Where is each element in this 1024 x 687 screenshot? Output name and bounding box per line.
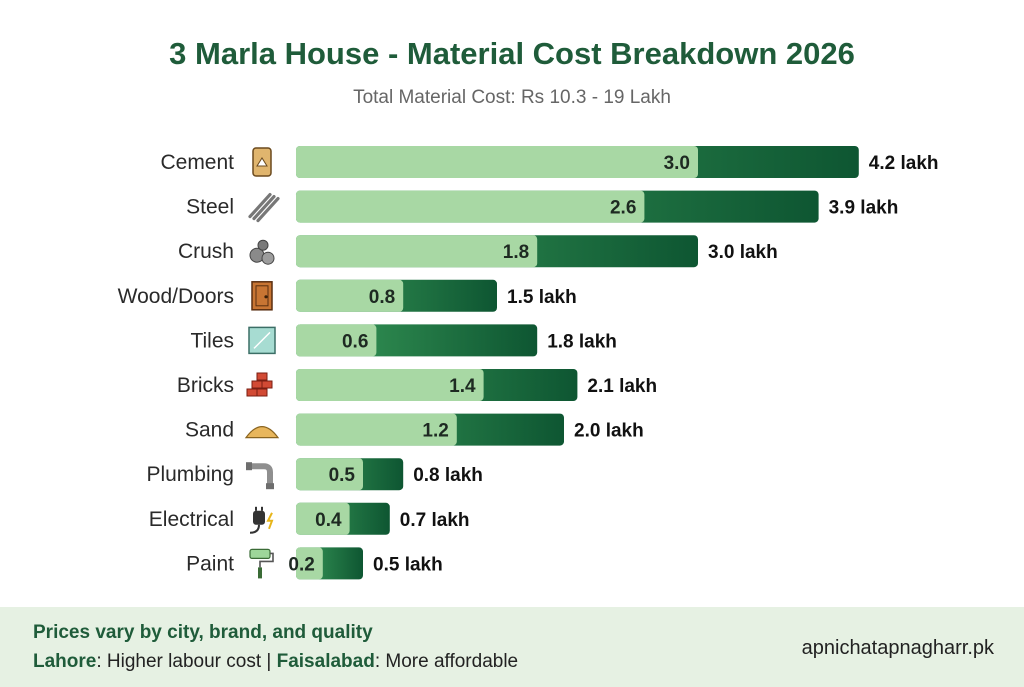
high-value-label: 0.7 lakh [400, 510, 470, 531]
bricks-icon [246, 372, 273, 397]
bar-row: Plumbing 0.5 0.8 lakh [146, 458, 483, 491]
bar-low [296, 235, 538, 268]
bar-low [296, 547, 323, 580]
steel-rods-icon [248, 193, 280, 223]
high-value-label: 1.8 lakh [547, 331, 617, 352]
bar-row: Paint 0.2 0.5 lakh [186, 547, 443, 580]
high-value-label: 0.5 lakh [373, 554, 443, 575]
bar-row: Electrical 0.4 0.7 lakh [149, 502, 470, 535]
high-value-label: 3.9 lakh [829, 198, 899, 219]
category-label: Plumbing [146, 463, 234, 486]
category-label: Paint [186, 552, 234, 575]
bar-row: Steel 2.6 3.9 lakh [186, 190, 899, 223]
chart-title: 3 Marla House - Material Cost Breakdown … [169, 36, 855, 71]
low-value-label: 1.2 [422, 421, 448, 442]
footer-note: Prices vary by city, brand, and quality [33, 622, 373, 643]
high-value-label: 1.5 lakh [507, 287, 577, 308]
low-value-label: 1.4 [449, 376, 476, 397]
bar-low [296, 502, 350, 535]
category-label: Cement [160, 151, 234, 174]
high-value-label: 2.1 lakh [587, 376, 657, 397]
low-value-label: 2.6 [610, 198, 636, 219]
category-label: Sand [185, 419, 234, 442]
footer-cities: Lahore: Higher labour cost | Faisalabad:… [33, 651, 518, 673]
city-lahore: Lahore [33, 651, 97, 672]
bar-low [296, 369, 484, 401]
bar-row: Tiles 0.6 1.8 lakh [190, 324, 617, 357]
bar-row: Crush 1.8 3.0 lakh [178, 235, 778, 268]
website-link[interactable]: apnichatapnagharr.pk [801, 637, 994, 659]
plug-icon [249, 506, 274, 534]
city-faisalabad-text: : More affordable [374, 651, 519, 672]
door-icon [251, 281, 273, 311]
low-value-label: 0.6 [342, 331, 368, 352]
category-label: Crush [178, 240, 234, 263]
category-label: Tiles [190, 329, 234, 352]
bar-low [296, 458, 363, 491]
bar-low [296, 324, 377, 357]
bar-chart: Cement 3.0 4.2 lakh Steel 2.6 3.9 lakh Crush 1.… [118, 146, 939, 580]
pipe-icon [246, 462, 274, 490]
bar-low [296, 413, 457, 446]
category-label: Steel [186, 196, 234, 219]
chart-subtitle: Total Material Cost: Rs 10.3 - 19 Lakh [353, 87, 671, 108]
low-value-label: 0.5 [329, 465, 356, 486]
high-value-label: 2.0 lakh [574, 421, 644, 442]
low-value-label: 1.8 [503, 242, 529, 263]
bar-low [296, 279, 404, 312]
bar-row: Cement 3.0 4.2 lakh [160, 146, 939, 178]
high-value-label: 0.8 lakh [413, 465, 483, 486]
category-label: Bricks [177, 374, 234, 397]
high-value-label: 4.2 lakh [869, 153, 939, 174]
cement-bag-icon [252, 147, 272, 177]
category-label: Electrical [149, 508, 234, 531]
tile-icon [248, 326, 276, 355]
category-label: Wood/Doors [118, 285, 234, 308]
bar-low [296, 146, 698, 178]
low-value-label: 0.2 [288, 554, 314, 575]
crush-stones-icon [249, 239, 275, 265]
city-faisalabad: Faisalabad [276, 651, 375, 672]
sand-pile-icon [244, 426, 280, 439]
low-value-label: 3.0 [664, 153, 690, 174]
paint-roller-icon [249, 548, 274, 579]
city-lahore-text: : Higher labour cost | [96, 651, 277, 672]
bar-row: Bricks 1.4 2.1 lakh [177, 369, 657, 401]
bar-row: Wood/Doors 0.8 1.5 lakh [118, 279, 577, 312]
bar-low [296, 190, 645, 223]
low-value-label: 0.8 [369, 287, 395, 308]
high-value-label: 3.0 lakh [708, 242, 778, 263]
footer: Prices vary by city, brand, and quality … [0, 607, 1024, 687]
bar-row: Sand 1.2 2.0 lakh [185, 413, 644, 446]
low-value-label: 0.4 [315, 510, 342, 531]
